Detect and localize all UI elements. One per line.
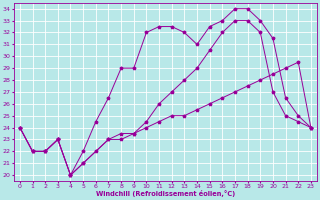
X-axis label: Windchill (Refroidissement éolien,°C): Windchill (Refroidissement éolien,°C) <box>96 190 235 197</box>
